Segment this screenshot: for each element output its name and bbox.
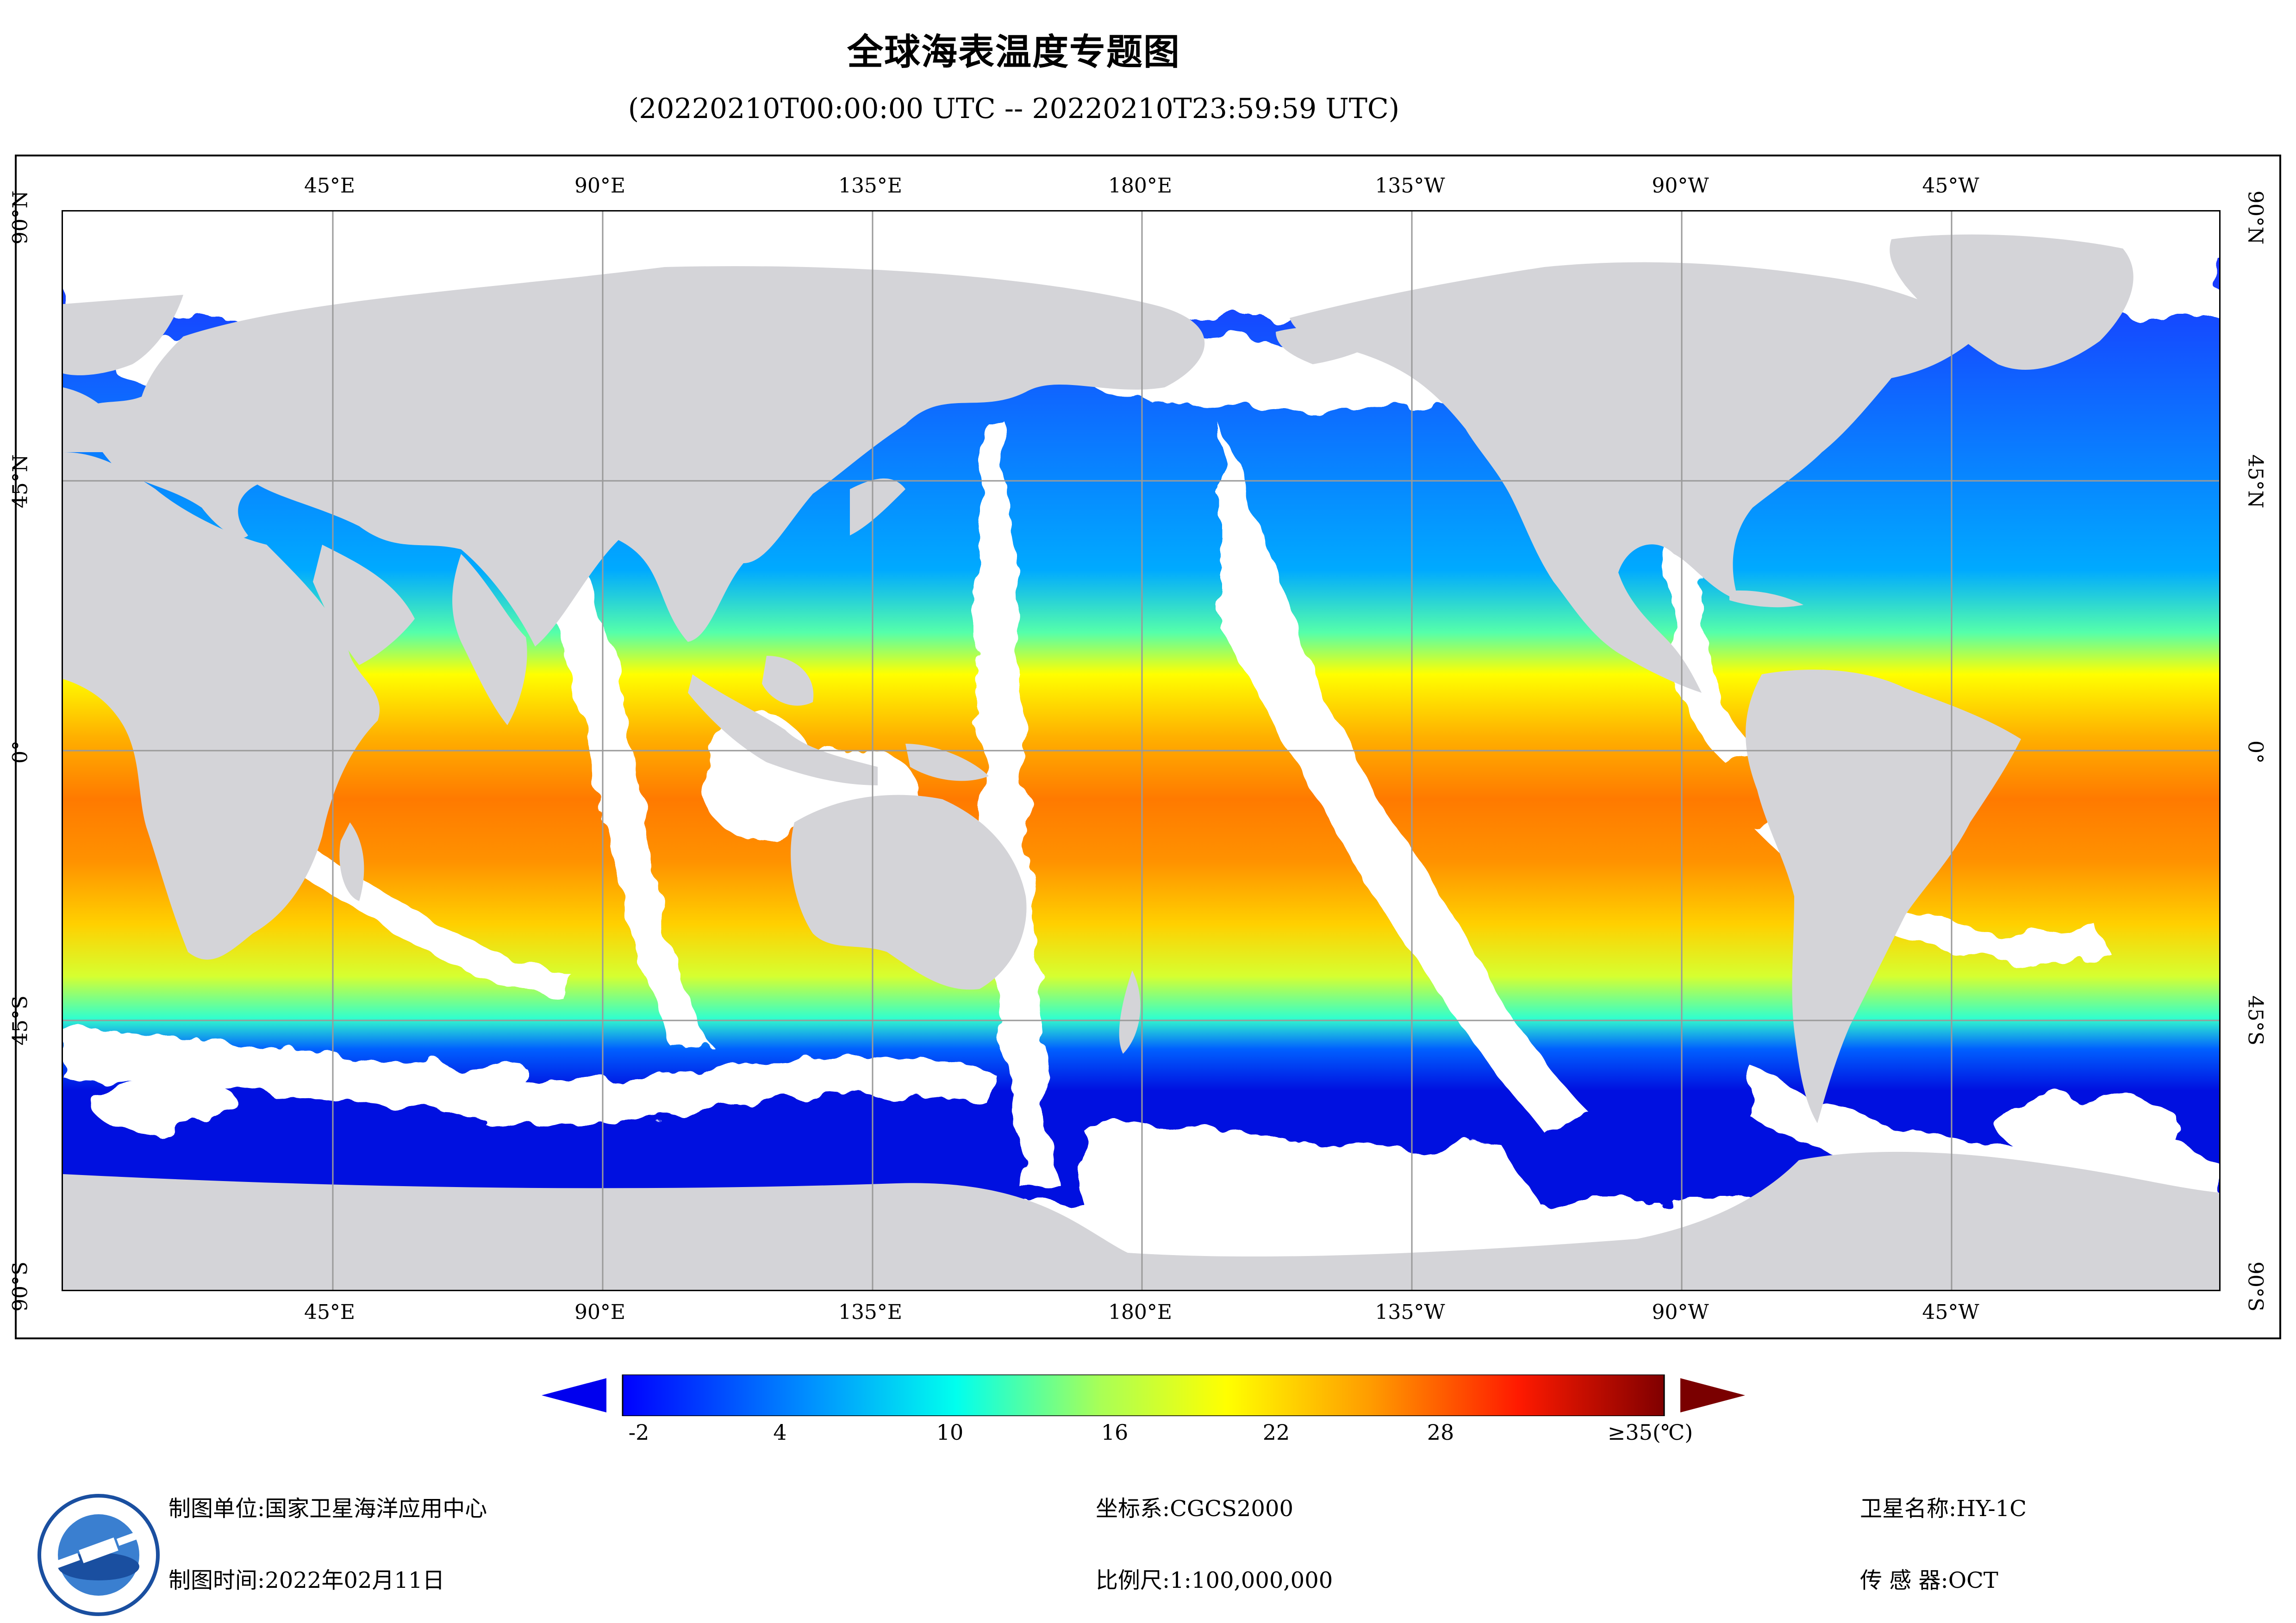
lon-label-top: 45°E: [304, 174, 356, 198]
lon-label-bottom: 90°W: [1652, 1300, 1709, 1324]
land-europe: [63, 295, 183, 375]
land-masses: [63, 234, 2219, 1290]
lon-label-top: 45°W: [1922, 174, 1979, 198]
nsoas-logo-icon: [37, 1494, 160, 1616]
land-greenland: [1890, 234, 2134, 370]
lat-label-left: 45°N: [8, 454, 32, 509]
colorbar-high-arrow: [1680, 1378, 1745, 1412]
lon-label-bottom: 135°W: [1375, 1300, 1445, 1324]
lat-label-right: 90°N: [2243, 190, 2267, 245]
map-scale: 比例尺:1:100,000,000: [1096, 1567, 1333, 1593]
colorbar-tick-label: -2: [628, 1420, 649, 1445]
lat-label-right: 45°S: [2243, 995, 2267, 1046]
land-africa: [63, 452, 380, 960]
land-alaska: [1276, 327, 1387, 364]
map-frame: [15, 155, 2281, 1339]
lon-label-top: 90°W: [1652, 174, 1709, 198]
map-producer: 制图单位:国家卫星海洋应用中心: [168, 1496, 487, 1522]
land-north-america: [1290, 262, 1984, 693]
lat-label-right: 45°N: [2243, 454, 2267, 509]
lat-label-right: 0°: [2243, 740, 2267, 764]
land-australia: [791, 795, 1027, 990]
sst-colorbar: [542, 1374, 1745, 1416]
land-madagascar: [339, 822, 364, 901]
land-scandinavia: [63, 387, 118, 452]
lon-label-bottom: 90°E: [574, 1300, 626, 1324]
lat-label-right: 90°S: [2243, 1261, 2267, 1312]
sst-map: [62, 210, 2221, 1291]
lon-label-top: 180°E: [1108, 174, 1173, 198]
land-new-zealand: [1119, 970, 1141, 1054]
colorbar-tick-label: 22: [1262, 1420, 1290, 1445]
sst-map-canvas: [63, 211, 2219, 1290]
land-new-guinea: [905, 744, 989, 781]
lat-label-left: 0°: [8, 740, 32, 764]
colorbar-tick-label: ≥35(℃): [1607, 1420, 1693, 1445]
land-eurasia: [77, 266, 1205, 647]
colorbar-tick-label: 16: [1101, 1420, 1129, 1445]
lat-label-left: 90°S: [8, 1261, 32, 1312]
satellite-name: 卫星名称:HY-1C: [1860, 1496, 2027, 1522]
colorbar-tick-label: 10: [936, 1420, 964, 1445]
lon-label-top: 135°E: [838, 174, 903, 198]
colorbar-low-arrow: [542, 1378, 606, 1412]
colorbar-body: [622, 1374, 1665, 1416]
lon-label-bottom: 45°W: [1922, 1300, 1979, 1324]
map-date: 制图时间:2022年02月11日: [168, 1567, 445, 1593]
lon-label-bottom: 135°E: [838, 1300, 903, 1324]
sensor-name: 传 感 器:OCT: [1860, 1567, 1998, 1593]
land-borneo: [762, 656, 814, 706]
lon-label-top: 135°W: [1375, 174, 1445, 198]
land-india: [452, 554, 527, 725]
lat-label-left: 45°S: [8, 995, 32, 1046]
lon-label-top: 90°E: [574, 174, 626, 198]
land-arabia: [313, 545, 415, 665]
lat-label-left: 90°N: [8, 190, 32, 245]
graticule: [63, 211, 2219, 1290]
land-japan: [850, 478, 905, 535]
lon-label-bottom: 180°E: [1108, 1300, 1173, 1324]
land-cuba: [1729, 591, 1803, 608]
colorbar-tick-label: 28: [1427, 1420, 1454, 1445]
colorbar-tick-label: 4: [773, 1420, 787, 1445]
map-time-range: (20220210T00:00:00 UTC -- 20220210T23:59…: [628, 93, 1400, 125]
land-indonesia: [688, 674, 878, 785]
coordinate-system: 坐标系:CGCS2000: [1096, 1496, 1294, 1522]
map-title: 全球海表温度专题图: [847, 31, 1180, 73]
lon-label-bottom: 45°E: [304, 1300, 356, 1324]
